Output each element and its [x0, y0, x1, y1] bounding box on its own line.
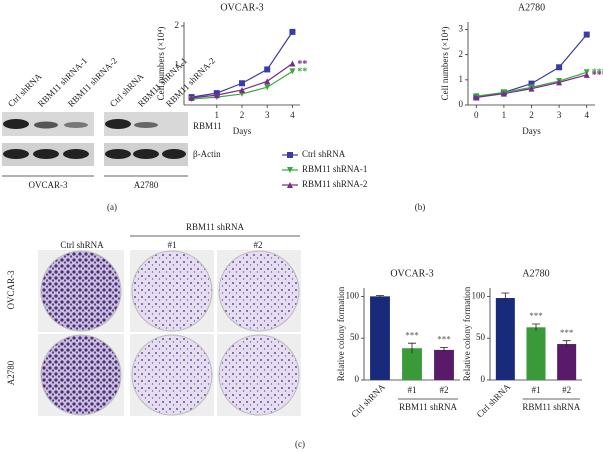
y-tick-label: 0 [459, 99, 464, 109]
annotation: *** [592, 70, 603, 81]
marker [500, 90, 507, 97]
y-axis-label: Cell numbers (×10⁴) [156, 27, 166, 101]
y-tick-label: 1 [175, 60, 180, 70]
legend-label: Ctrl shRNA [302, 149, 346, 159]
error-bar [376, 295, 384, 298]
annotation: *** [529, 311, 543, 321]
marker [528, 80, 535, 87]
chart-title: OVCAR-3 [220, 2, 263, 13]
y-axis-label: Relative colony formation [336, 286, 346, 381]
y-tick-label: 1 [459, 74, 464, 84]
x-tick-label: 4 [584, 110, 589, 120]
panel-label: (b) [415, 202, 426, 212]
chart-title: A2780 [518, 2, 545, 13]
annotation: *** [437, 334, 451, 344]
marker [473, 94, 480, 101]
marker [289, 68, 296, 75]
cell-line-label: OVCAR-3 [28, 180, 68, 190]
bar [370, 296, 390, 380]
y-tick-label: 0 [355, 374, 360, 384]
chart-title: OVCAR-3 [390, 268, 433, 279]
error-bar [408, 342, 416, 354]
y-tick-label: 100 [346, 290, 360, 300]
x-tick-label: 3 [265, 110, 270, 120]
x-tick-label: Ctrl shRNA [475, 381, 513, 419]
annotation: *** [405, 330, 419, 340]
marker [528, 85, 535, 92]
y-tick-label: 2 [175, 20, 180, 30]
western-blot [2, 112, 188, 177]
bar [434, 349, 454, 380]
panel-label: (c) [295, 439, 305, 449]
error-bar [562, 340, 571, 348]
y-tick-label: 0 [481, 374, 486, 384]
marker [289, 28, 296, 35]
error-bar [440, 346, 448, 353]
protein-label: β-Actin [193, 149, 221, 159]
bar [526, 327, 546, 380]
marker [583, 31, 590, 38]
x-tick-label: #1 [532, 385, 541, 395]
x-tick-label: 2 [240, 110, 245, 120]
marker [583, 71, 590, 78]
bar [495, 298, 515, 380]
marker [264, 84, 271, 91]
error-bar [501, 292, 510, 304]
annotation: *** [560, 328, 574, 338]
x-tick-label: 0 [474, 110, 479, 120]
bar [557, 344, 577, 380]
protein-label: RBM11 [193, 121, 222, 131]
cell-line-label: A2780 [134, 180, 159, 190]
x-axis-label: Days [233, 126, 252, 136]
y-tick-label: 2 [459, 49, 464, 59]
column-label: Ctrl shRNA [60, 240, 104, 250]
marker [264, 78, 271, 85]
row-label: A2780 [6, 360, 16, 385]
group-label: RBM11 shRNA [522, 402, 580, 412]
panel-label: (a) [107, 202, 117, 212]
chart-title: A2780 [522, 268, 549, 279]
x-tick-label: Ctrl shRNA [349, 381, 387, 419]
marker [556, 79, 563, 86]
marker [239, 80, 245, 87]
x-tick-label: #1 [408, 385, 417, 395]
group-label: RBM11 shRNA [186, 222, 244, 232]
x-tick-label: #2 [440, 385, 449, 395]
x-tick-label: 1 [215, 110, 220, 120]
legend-label: RBM11 shRNA-1 [302, 164, 367, 174]
marker [556, 64, 563, 71]
marker [239, 86, 245, 93]
y-tick-label: 50 [350, 332, 360, 342]
annotation: ** [297, 59, 307, 70]
x-tick-label: 2 [529, 110, 534, 120]
legend-label: RBM11 shRNA-2 [302, 179, 367, 189]
x-tick-label: 4 [290, 110, 295, 120]
x-tick-label: 1 [502, 110, 507, 120]
y-axis-label: Cell numbers (×10⁴) [440, 27, 450, 101]
marker [213, 92, 220, 99]
bar [402, 348, 422, 380]
marker [188, 94, 195, 101]
colony-plates [38, 250, 301, 416]
y-tick-label: 100 [472, 290, 486, 300]
row-label: OVCAR-3 [6, 270, 16, 310]
y-tick-label: 3 [459, 24, 464, 34]
column-label: #1 [168, 240, 177, 250]
y-axis-label: Relative colony formation [462, 286, 472, 381]
x-tick-label: 3 [557, 110, 562, 120]
marker [264, 66, 271, 73]
group-label: RBM11 shRNA [399, 402, 457, 412]
annotation: ** [297, 67, 307, 78]
column-label: #2 [254, 240, 263, 250]
y-tick-label: 50 [476, 332, 486, 342]
x-axis-label: Days [522, 126, 541, 136]
error-bar [532, 323, 540, 331]
x-tick-label: #2 [562, 385, 571, 395]
annotation: *** [592, 68, 603, 79]
marker [289, 60, 296, 67]
lane-label: RBM11 shRNA-1 [36, 56, 89, 109]
